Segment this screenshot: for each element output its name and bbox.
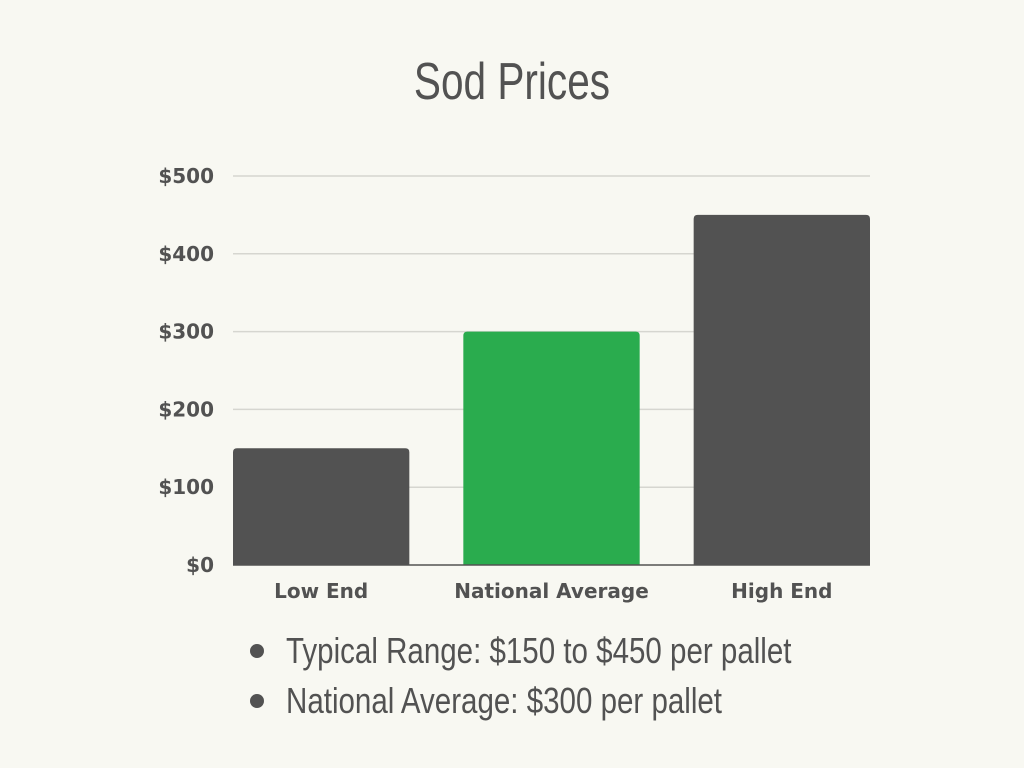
bar — [233, 448, 410, 565]
x-tick-label: High End — [731, 579, 832, 603]
chart-title: Sod Prices — [413, 53, 611, 111]
y-tick-label: $100 — [158, 475, 214, 499]
note-item: Typical Range: $150 to $450 per pallet — [250, 626, 902, 676]
y-tick-label: $500 — [158, 164, 214, 188]
bar — [463, 331, 640, 565]
y-tick-label: $400 — [158, 242, 214, 266]
bullet-icon — [250, 644, 264, 658]
y-tick-label: $200 — [158, 397, 214, 421]
notes-list: Typical Range: $150 to $450 per pallet N… — [250, 626, 902, 726]
y-tick-label: $0 — [186, 553, 214, 577]
y-tick-label: $300 — [158, 320, 214, 344]
note-item: National Average: $300 per pallet — [250, 676, 902, 726]
bar — [693, 214, 870, 565]
x-tick-label: Low End — [274, 579, 368, 603]
x-tick-label: National Average — [454, 579, 649, 603]
bullet-icon — [250, 694, 264, 708]
